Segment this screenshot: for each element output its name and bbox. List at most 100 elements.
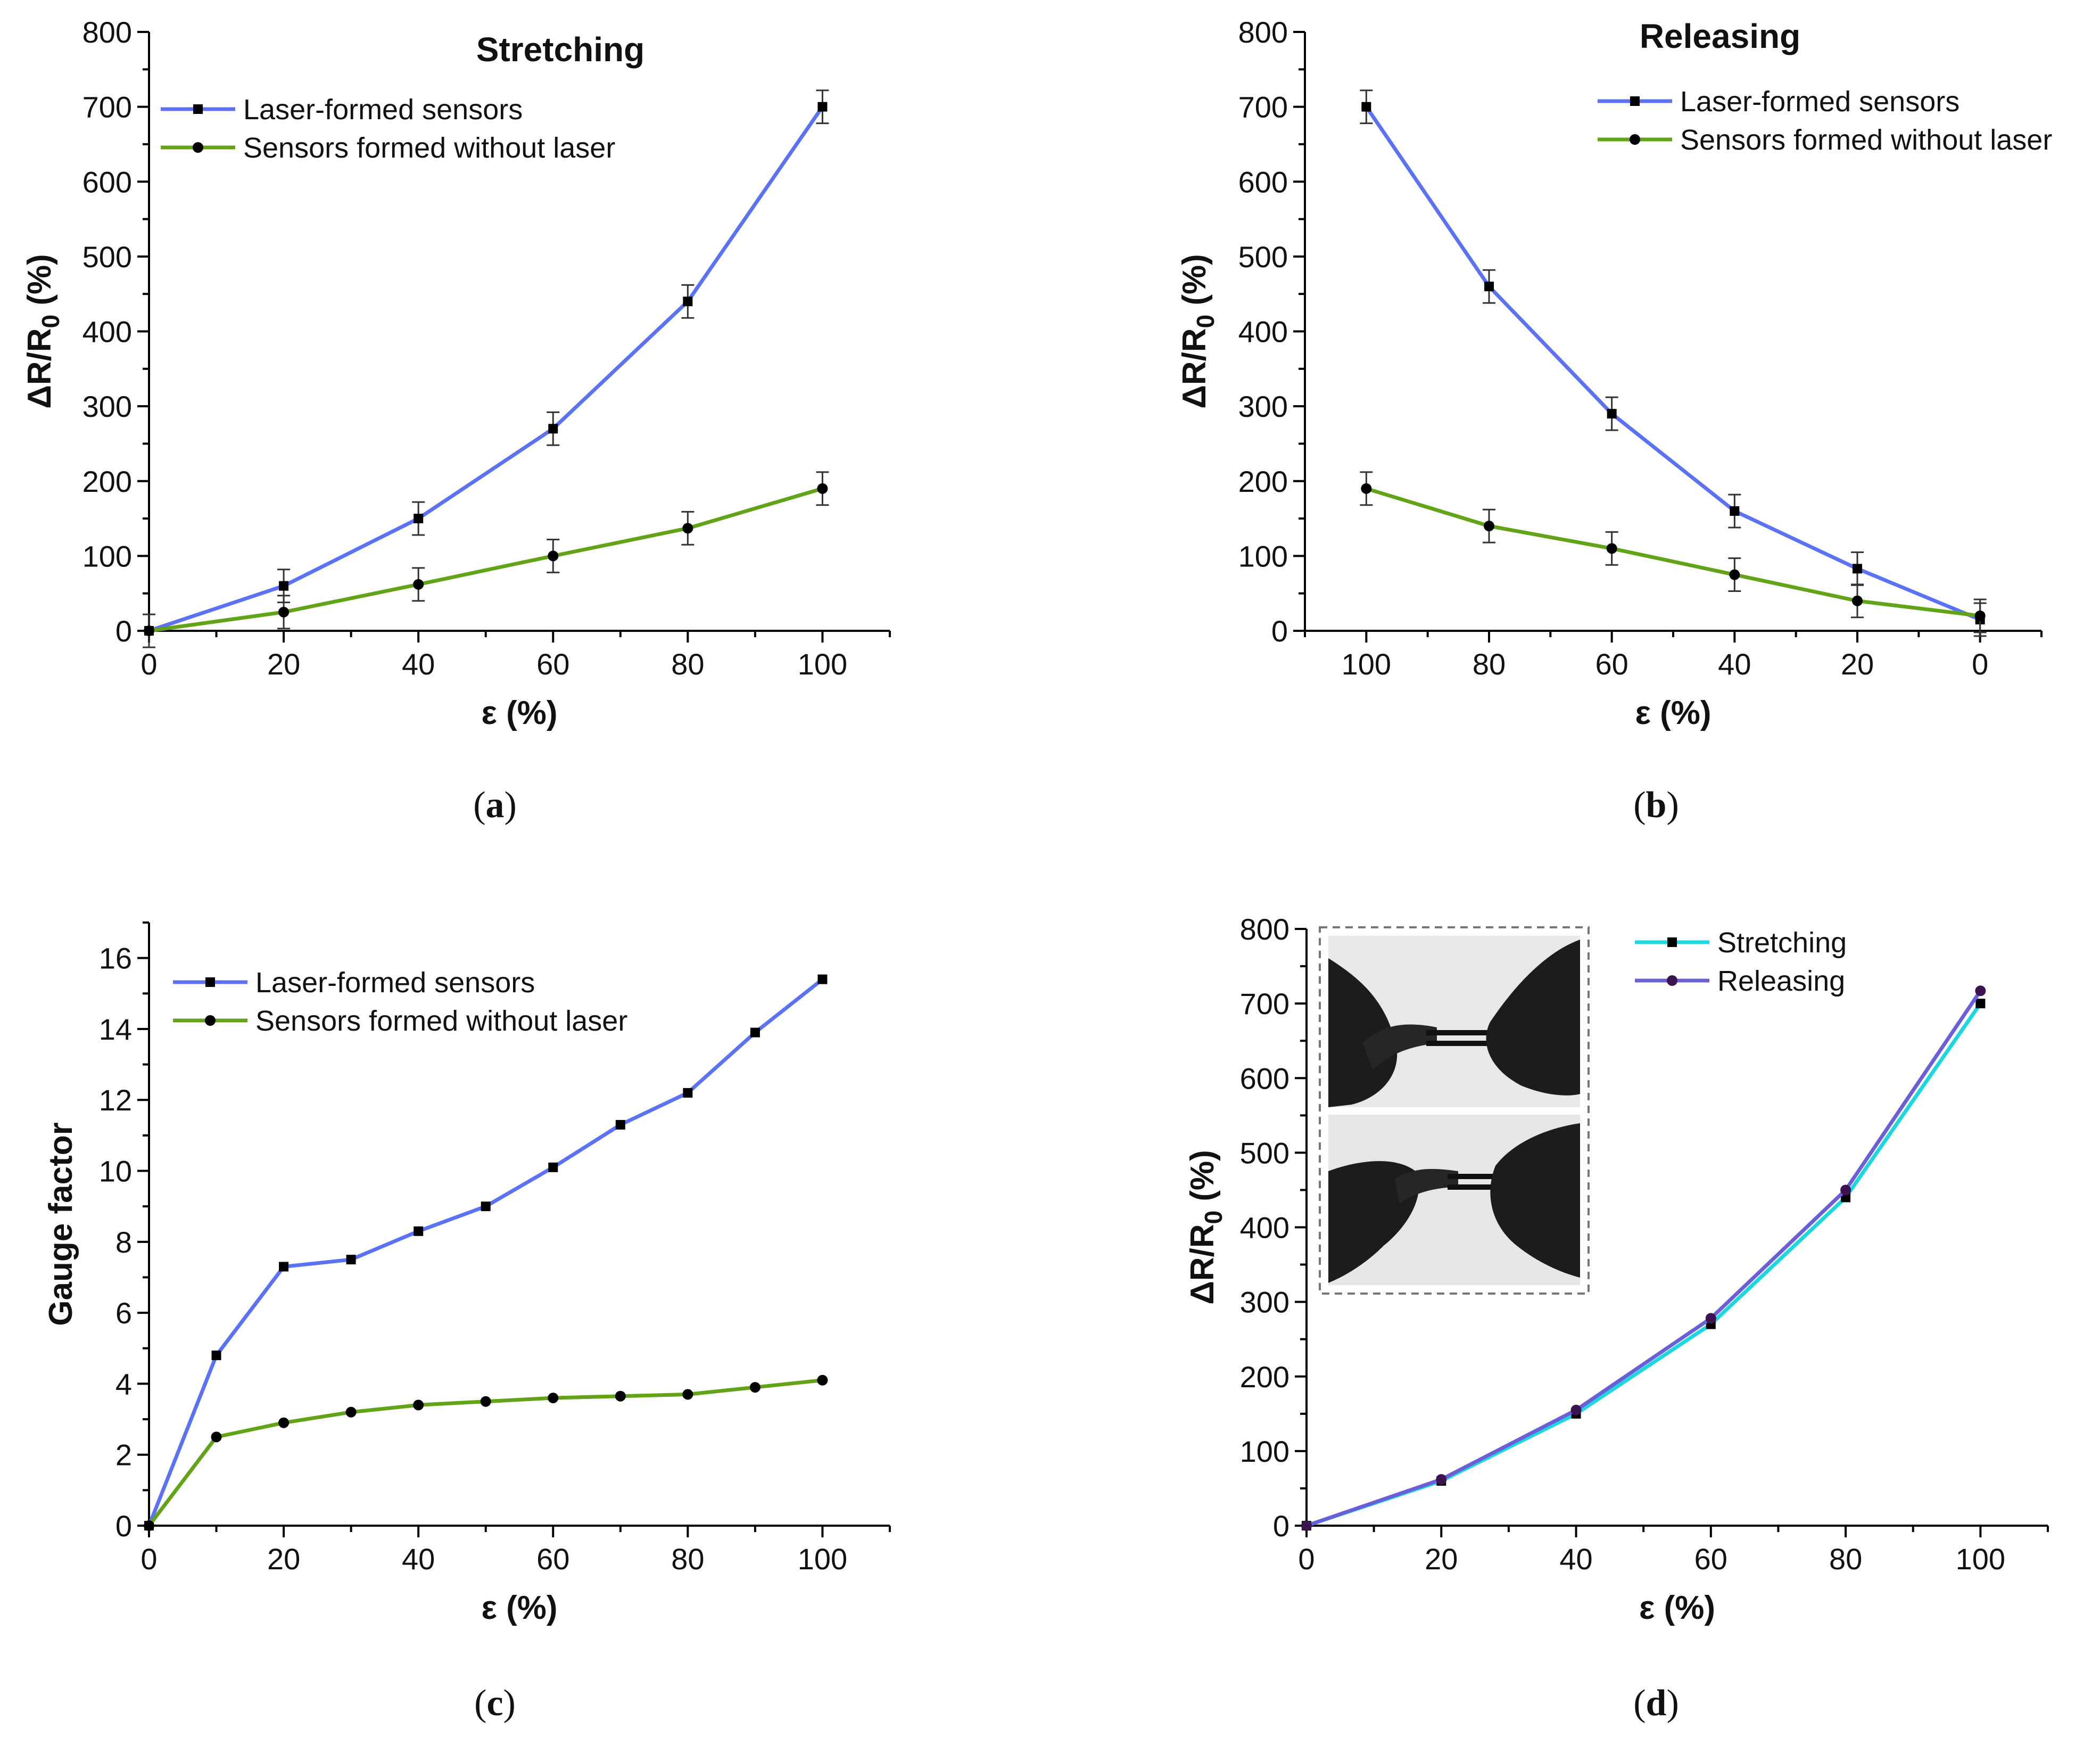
chart-d-legend-label: Releasing [1717,965,1845,997]
chart-c-series-laser-formed-sensors [144,974,828,1530]
chart-b-y-tick-label: 700 [1238,90,1288,124]
chart-d-x-tick-label: 40 [1559,1542,1592,1576]
chart-b-y-tick-label: 400 [1238,315,1288,349]
chart-c-x-tick-label: 100 [798,1542,847,1576]
chart-c-x-tick-label: 40 [402,1542,435,1576]
chart-b-title: Releasing [1640,17,1800,55]
chart-a-x-tick-label: 20 [267,647,300,681]
chart-c-data-point [481,1201,491,1212]
panel-a-chart: 0 20 40 60 80 100 0 100 200 300 400 500 600 700 800 ε (… [21,15,891,731]
left-fingers-bottom [1394,1168,1458,1203]
chart-d-data-point [1570,1404,1582,1415]
chart-b-x-tick-label: 20 [1841,647,1874,681]
chart-c-data-point [414,1226,424,1236]
chart-b-data-point [1974,610,1986,621]
chart-a-x-tick-label: 80 [671,647,704,681]
chart-a-series-line [148,105,824,633]
chart-b-y-tick-label: 600 [1238,165,1288,199]
chart-c-legend-marker [205,977,215,987]
chart-c-series-line [147,977,824,1527]
chart-a-data-point [683,297,693,307]
chart-c-y-tick-label: 0 [115,1509,132,1543]
chart-c-y-tick-label: 12 [99,1083,132,1117]
chart-d-legend-item-releasing: Releasing [1635,965,1845,997]
chart-c-x-axis-title: ε (%) [481,1590,557,1626]
chart-c-data-point [211,1351,221,1361]
chart-a-x-tick-label: 40 [402,647,435,681]
chart-d-series-line [1305,990,1982,1528]
chart-c-data-point [413,1400,424,1411]
chart-b-data-point [1484,282,1494,292]
chart-a-data-point [548,550,559,562]
chart-a-data-point [548,424,558,434]
chart-c-data-point [682,1389,693,1400]
chart-b-series-line [1365,105,1981,622]
chart-c-legend-label: Sensors formed without laser [255,1005,627,1037]
chart-d-data-point [1975,999,1986,1009]
chart-b-y-axis-title: ΔR/R0 (%) [1176,254,1219,409]
left-glove-top [1328,958,1398,1107]
chart-b-y-tick-label: 300 [1238,390,1288,423]
chart-a-y-tick-label: 100 [82,539,132,573]
chart-c-data-point [346,1255,356,1265]
chart-a-axes: 0 20 40 60 80 100 0 100 200 300 400 500 600 700 800 ε (… [21,15,891,731]
chart-c-data-point [817,974,828,984]
chart-d-y-tick-label: 200 [1240,1360,1289,1394]
chart-a-x-tick-label: 60 [536,647,569,681]
inset-photo [1319,926,1590,1295]
chart-c-data-point [548,1162,558,1172]
chart-c-data-point [615,1119,625,1130]
chart-d-legend-marker [1667,975,1677,986]
chart-a-y-tick-label: 700 [82,90,132,124]
chart-b-y-tick-label: 100 [1238,539,1288,573]
chart-c-y-tick-label: 14 [99,1012,132,1046]
chart-d-y-tick-label: 600 [1240,1061,1289,1095]
chart-a-legend-label: Laser-formed sensors [243,94,523,126]
chart-c-x-tick-label: 80 [671,1542,704,1576]
chart-d-data-point [1841,1192,1851,1203]
chart-d-legend-item-stretching: Stretching [1635,927,1847,959]
left-fingers-top [1362,1024,1437,1070]
chart-c-y-tick-label: 8 [115,1225,132,1259]
chart-a-y-tick-label: 400 [82,315,132,349]
chart-a-data-point [414,514,424,524]
chart-c-y-tick-label: 16 [99,942,132,975]
chart-c-data-point [683,1088,693,1098]
inset-photo-top [1328,936,1580,1107]
chart-c-data-point [345,1406,357,1418]
chart-b-data-point [1361,102,1371,112]
chart-d-x-tick-label: 20 [1425,1542,1458,1576]
chart-a-y-axis-title: ΔR/R0 (%) [21,254,64,409]
chart-a-data-point [279,581,289,591]
chart-b-y-tick-label: 0 [1271,614,1288,648]
chart-c-legend-item-sensors-formed-without-laser: Sensors formed without laser [173,1005,627,1037]
panel-label-c: (c) [474,1683,516,1724]
chart-c-data-point [480,1396,491,1407]
chart-a-x-axis-title: ε (%) [481,695,557,731]
chart-d-legend-label: Stretching [1717,927,1847,959]
chart-c-legend-item-laser-formed-sensors: Laser-formed sensors [173,967,535,999]
chart-c-data-point [749,1382,760,1393]
chart-c-data-point [750,1027,760,1038]
chart-d-x-axis-title: ε (%) [1639,1590,1715,1626]
panel-c-chart: 0 20 40 60 80 100 0 2 4 6 8 10 12 14 16 ε (%) Gauge fact… [43,921,891,1626]
chart-a-data-point [144,625,154,636]
photo-divider [1328,1107,1580,1115]
chart-d-data-point [1436,1474,1447,1485]
chart-d-data-point [1705,1313,1716,1324]
chart-a-legend-marker [193,142,203,153]
chart-b-x-tick-label: 60 [1595,647,1628,681]
chart-d-y-axis-title: ΔR/R0 (%) [1184,1150,1227,1305]
chart-d-y-tick-label: 0 [1273,1509,1289,1543]
chart-c-y-tick-label: 4 [115,1367,132,1401]
chart-d-data-point [1975,985,1986,997]
left-glove-bottom [1328,1161,1419,1283]
chart-b-data-point [1852,595,1863,606]
chart-c-legend-label: Laser-formed sensors [255,967,535,999]
right-glove-bottom [1490,1123,1580,1278]
chart-b-legend-marker [1630,96,1640,106]
chart-c-y-tick-label: 2 [115,1438,132,1472]
chart-d-x-tick-label: 80 [1829,1542,1862,1576]
